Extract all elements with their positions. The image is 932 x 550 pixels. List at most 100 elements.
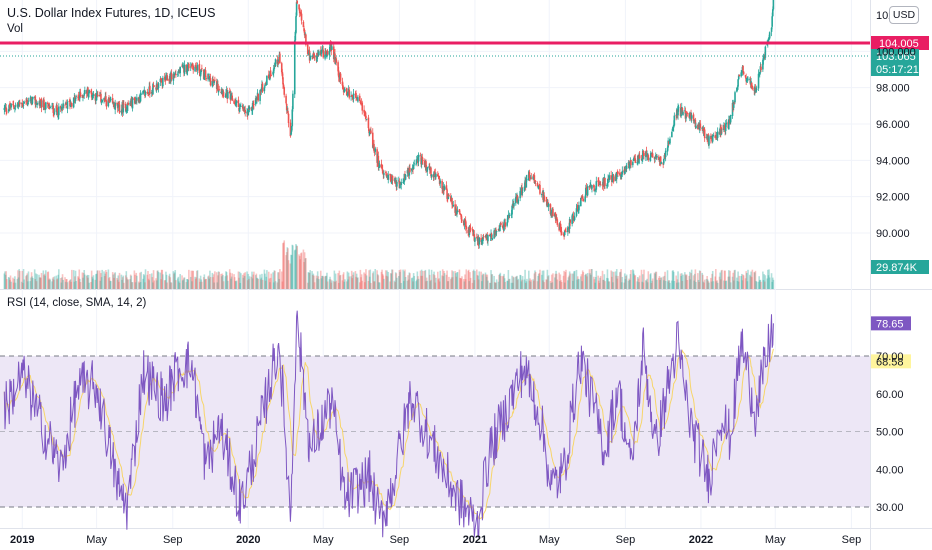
volume-bar bbox=[264, 273, 266, 289]
candle-body bbox=[468, 226, 471, 235]
volume-bar bbox=[736, 277, 738, 289]
volume-bar bbox=[316, 271, 319, 289]
candle-body bbox=[624, 169, 627, 171]
volume-bar bbox=[498, 274, 500, 289]
volume-bar bbox=[539, 269, 541, 289]
candle-body bbox=[127, 102, 129, 105]
last-price-label: 103.065 bbox=[876, 51, 916, 63]
volume-bar bbox=[517, 278, 520, 289]
volume-bar bbox=[429, 281, 432, 289]
volume-bar bbox=[442, 276, 445, 289]
candle-body bbox=[254, 98, 257, 105]
volume-bar bbox=[515, 276, 518, 289]
volume-bar bbox=[685, 274, 688, 289]
candle-body bbox=[17, 103, 20, 107]
volume-bar bbox=[44, 275, 47, 289]
volume-bar bbox=[35, 273, 37, 289]
volume-bar bbox=[759, 279, 762, 289]
candle-body bbox=[621, 170, 624, 175]
volume-bar bbox=[195, 277, 198, 289]
volume-bar bbox=[754, 272, 756, 289]
volume-bar bbox=[443, 273, 446, 289]
candle-body bbox=[659, 156, 662, 163]
volume-bar bbox=[92, 278, 94, 289]
candle-body bbox=[586, 186, 589, 196]
rsi-tick-label: 60.00 bbox=[876, 389, 904, 401]
candle-body bbox=[451, 204, 454, 206]
volume-bar bbox=[751, 269, 754, 289]
volume-bar bbox=[337, 282, 340, 289]
volume-bar bbox=[77, 277, 80, 289]
volume-bar bbox=[61, 274, 64, 289]
candle-body bbox=[532, 176, 534, 180]
volume-bar bbox=[241, 274, 244, 289]
volume-bar bbox=[728, 276, 731, 289]
volume-bar bbox=[620, 282, 623, 289]
volume-bar bbox=[66, 279, 68, 289]
volume-bar bbox=[92, 275, 95, 289]
candle-body bbox=[298, 4, 300, 10]
volume-bar bbox=[100, 273, 102, 289]
candle-body bbox=[680, 106, 683, 109]
volume-bar bbox=[589, 273, 591, 289]
candle-body bbox=[222, 91, 225, 97]
candle-body bbox=[118, 104, 121, 113]
volume-bar bbox=[87, 277, 89, 289]
volume-bar bbox=[155, 280, 158, 289]
candle-body bbox=[438, 175, 440, 178]
candle-body bbox=[21, 102, 24, 106]
volume-bar bbox=[274, 281, 277, 289]
candle-body bbox=[157, 83, 160, 89]
countdown-label: 05:17:21 bbox=[876, 64, 919, 76]
volume-bar bbox=[6, 279, 8, 289]
candle-body bbox=[22, 104, 25, 106]
candle-body bbox=[109, 99, 112, 101]
volume-bar bbox=[256, 277, 258, 289]
volume-bar bbox=[69, 279, 72, 289]
volume-bar bbox=[329, 276, 331, 289]
volume-bar bbox=[269, 282, 271, 289]
volume-bar bbox=[415, 279, 418, 289]
volume-bar bbox=[228, 269, 231, 289]
candle-body bbox=[84, 90, 86, 94]
candle-body bbox=[422, 160, 424, 161]
volume-bar bbox=[680, 273, 683, 289]
candle-body bbox=[98, 95, 101, 97]
volume-bar bbox=[630, 270, 632, 289]
volume-bar bbox=[705, 278, 708, 289]
candle-body bbox=[490, 233, 493, 240]
candle-body bbox=[82, 96, 85, 97]
volume-bar bbox=[191, 270, 194, 289]
candle-body bbox=[508, 215, 510, 217]
candle-body bbox=[192, 65, 194, 71]
candle-body bbox=[725, 122, 728, 125]
candle-body bbox=[625, 169, 627, 171]
volume-bar bbox=[295, 245, 298, 289]
candle-body bbox=[316, 55, 318, 62]
volume-bar bbox=[651, 278, 654, 289]
volume-bar bbox=[312, 273, 315, 289]
volume-bar bbox=[116, 279, 119, 289]
volume-bar bbox=[416, 271, 419, 289]
candle-body bbox=[153, 85, 155, 87]
candle-body bbox=[326, 51, 329, 55]
volume-bar bbox=[602, 279, 605, 289]
volume-bar bbox=[546, 269, 549, 289]
rsi-value-label: 78.65 bbox=[876, 318, 904, 330]
volume-bar bbox=[653, 272, 656, 289]
candle-body bbox=[506, 222, 508, 226]
candle-body bbox=[337, 70, 340, 78]
volume-bar bbox=[417, 276, 419, 289]
x-tick-label: 2020 bbox=[236, 534, 260, 546]
currency-button[interactable]: USD bbox=[889, 6, 919, 24]
volume-bar bbox=[706, 279, 709, 289]
candle-body bbox=[285, 95, 287, 104]
volume-bar bbox=[276, 282, 279, 289]
volume-bar bbox=[703, 279, 706, 289]
candle-body bbox=[560, 228, 562, 233]
candle-body bbox=[342, 87, 345, 93]
volume-bar bbox=[226, 275, 229, 289]
candle-body bbox=[634, 158, 637, 163]
volume-bar bbox=[413, 276, 416, 289]
